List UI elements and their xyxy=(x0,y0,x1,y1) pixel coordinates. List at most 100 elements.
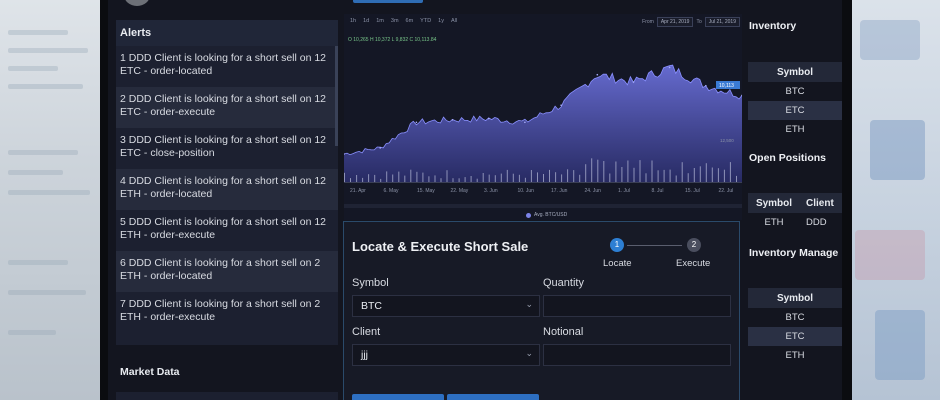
x-tick-label: 22. May xyxy=(451,188,469,194)
range-button[interactable]: 3m xyxy=(390,18,399,24)
volume-bar xyxy=(368,174,370,182)
volume-bar xyxy=(344,172,345,182)
volume-bar xyxy=(639,160,641,182)
data-point[interactable] xyxy=(379,147,381,149)
volume-label: 12,500 xyxy=(720,138,734,143)
chevron-down-icon: ⌄ xyxy=(525,348,533,358)
data-point[interactable] xyxy=(524,121,526,124)
volume-bar xyxy=(615,161,617,182)
volume-bar xyxy=(573,170,575,182)
data-point[interactable] xyxy=(632,81,635,83)
volume-bar xyxy=(386,171,388,182)
chevron-down-icon: ⌄ xyxy=(525,299,533,309)
x-tick-label: 1. Jul xyxy=(618,188,630,194)
volume-bar xyxy=(687,173,689,182)
volume-bar xyxy=(585,164,587,182)
volume-bar xyxy=(488,174,490,182)
volume-bar xyxy=(374,174,376,182)
tablet-frame: Alerts 1 DDD Client is looking for a sho… xyxy=(100,0,852,400)
execute-button[interactable] xyxy=(447,394,539,400)
data-point[interactable] xyxy=(705,84,707,87)
table-row[interactable]: ETC xyxy=(748,101,842,120)
volume-bar xyxy=(410,169,412,182)
data-point[interactable] xyxy=(741,94,742,97)
range-button[interactable]: 1y xyxy=(438,18,444,24)
legend-dot-icon xyxy=(526,212,531,218)
alert-item[interactable]: 6 DDD Client is looking for a short sell… xyxy=(116,251,338,292)
alerts-scrollbar[interactable] xyxy=(335,46,338,146)
volume-bar xyxy=(543,174,544,182)
volume-bar xyxy=(380,178,382,182)
step-label: Execute xyxy=(676,258,711,269)
range-button[interactable]: YTD xyxy=(420,18,432,24)
volume-bar xyxy=(663,169,665,182)
alert-item[interactable]: 4 DDD Client is looking for a short sell… xyxy=(116,169,338,210)
symbol-select[interactable]: BTC ⌄ xyxy=(352,295,540,317)
volume-bar xyxy=(404,175,406,182)
alert-item[interactable]: 1 DDD Client is looking for a short sell… xyxy=(120,52,327,77)
table-header[interactable]: Symbol Client xyxy=(748,193,842,213)
data-point[interactable] xyxy=(487,117,490,120)
symbol-value: BTC xyxy=(361,300,382,312)
range-button[interactable]: 1d xyxy=(363,18,370,24)
chart-navigator[interactable] xyxy=(344,204,742,208)
alerts-title: Alerts xyxy=(116,20,338,46)
volume-bar xyxy=(350,178,351,182)
volume-bar xyxy=(530,170,532,182)
volume-bar xyxy=(452,178,454,182)
date-range: From Apr 21, 2019 To Jul 21, 2019 xyxy=(642,17,740,27)
inventory-management-table: Symbol BTC ETC ETH xyxy=(748,288,842,365)
price-flag xyxy=(716,81,740,89)
x-tick-label: 8. Jul xyxy=(652,188,664,194)
volume-bar xyxy=(699,166,701,182)
table-header[interactable]: Symbol xyxy=(748,62,842,82)
top-action-button[interactable] xyxy=(353,0,423,3)
step-indicator[interactable]: 1 xyxy=(610,238,624,252)
volume-bar xyxy=(603,161,605,182)
alert-item[interactable]: 7 DDD Client is looking for a short sell… xyxy=(120,298,321,323)
table-row[interactable]: ETH xyxy=(785,350,805,361)
table-row[interactable]: ETH xyxy=(785,124,805,135)
quantity-input[interactable] xyxy=(543,295,731,317)
range-button[interactable]: All xyxy=(450,18,458,24)
table-row[interactable]: BTC xyxy=(785,312,805,323)
range-button[interactable]: 1m xyxy=(376,18,384,24)
chart-legend[interactable]: Avg. BTC/USD xyxy=(526,212,567,218)
avatar[interactable] xyxy=(124,0,150,6)
volume-bar xyxy=(675,175,677,182)
price-flag-label: 10,113 xyxy=(719,83,734,89)
volume-bar xyxy=(669,169,671,182)
notional-input[interactable] xyxy=(543,344,731,366)
to-date-input[interactable]: Jul 21, 2019 xyxy=(704,17,740,27)
data-point[interactable] xyxy=(596,73,599,76)
range-button[interactable]: 6m xyxy=(405,18,414,24)
alert-item[interactable]: 3 DDD Client is looking for a short sell… xyxy=(120,134,327,159)
volume-bar xyxy=(633,167,635,182)
volume-bar xyxy=(651,160,653,182)
from-date-input[interactable]: Apr 21, 2019 xyxy=(656,17,694,27)
data-point[interactable] xyxy=(451,119,454,121)
open-positions-table: Symbol Client ETH DDD xyxy=(748,193,842,232)
alerts-panel: Alerts 1 DDD Client is looking for a sho… xyxy=(116,20,338,345)
locate-button[interactable] xyxy=(352,394,444,400)
table-row[interactable]: ETH DDD xyxy=(764,217,827,228)
alert-item[interactable]: 2 DDD Client is looking for a short sell… xyxy=(116,87,338,128)
volume-bar xyxy=(645,173,647,182)
background-left xyxy=(0,0,100,400)
step-indicator[interactable]: 2 xyxy=(687,238,701,252)
range-button[interactable]: 1h xyxy=(350,18,357,24)
table-row[interactable]: BTC xyxy=(785,86,805,97)
client-select[interactable]: jjj ⌄ xyxy=(352,344,540,366)
locate-title: Locate & Execute Short Sale xyxy=(352,239,529,254)
data-point[interactable] xyxy=(415,121,418,124)
client-label: Client xyxy=(352,326,381,338)
table-row[interactable]: ETC xyxy=(748,327,842,346)
data-point[interactable] xyxy=(560,104,562,106)
volume-bar xyxy=(723,169,725,182)
table-header[interactable]: Symbol xyxy=(748,288,842,308)
volume-bar xyxy=(549,169,550,182)
volume-bar xyxy=(446,170,448,182)
data-point[interactable] xyxy=(668,66,671,69)
alert-item[interactable]: 5 DDD Client is looking for a short sell… xyxy=(120,216,327,241)
data-point[interactable] xyxy=(344,153,345,155)
